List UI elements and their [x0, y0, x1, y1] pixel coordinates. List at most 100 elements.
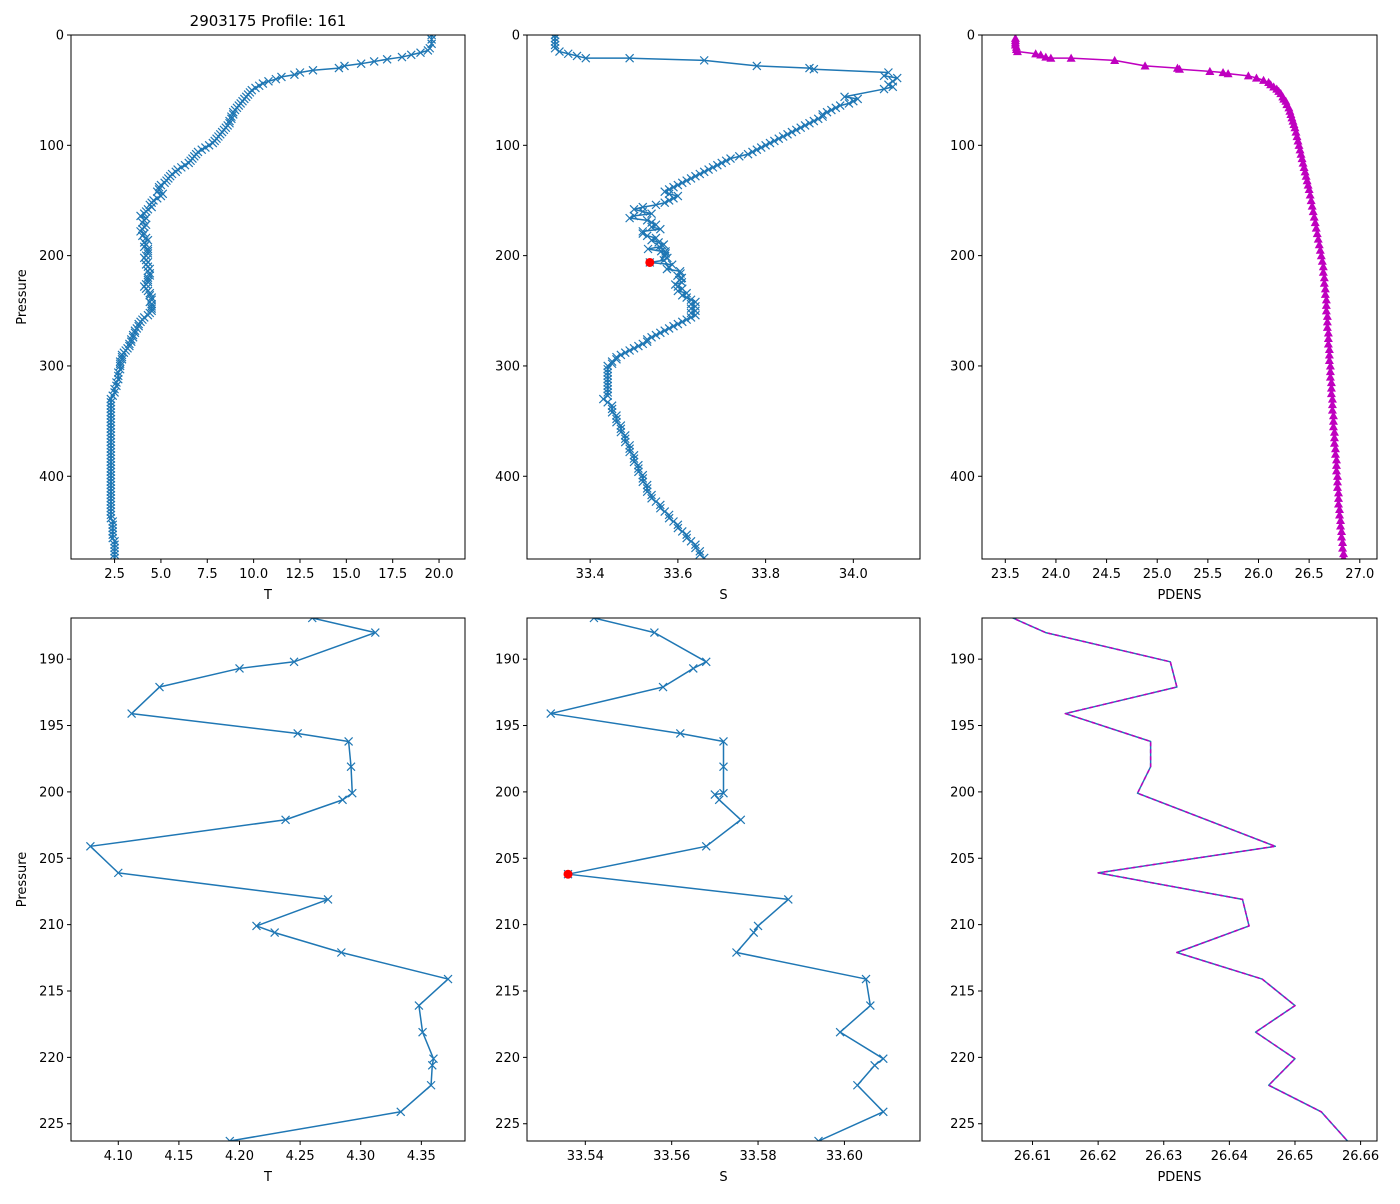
data-point	[1303, 180, 1313, 189]
chart-top-T: 2.5 5.0 7.5 10.0 12.5 15.0 17.5 20.0 0 100 200 300 4…	[15, 12, 466, 603]
data-point	[638, 339, 648, 349]
data-point	[443, 974, 453, 984]
x-tick-label: 33.8	[751, 567, 780, 582]
data-point	[835, 1027, 845, 1037]
data-point	[691, 540, 700, 550]
chart-top-S: 33.4 33.6 33.8 34.0 0 100 200 300 400 S	[495, 29, 921, 603]
data-point	[108, 526, 118, 536]
data-point	[774, 134, 784, 144]
data-point	[736, 815, 746, 825]
data-point	[113, 368, 123, 377]
y-tick-label: 195	[495, 719, 520, 734]
y-tick-label: 220	[39, 1051, 64, 1066]
data-point	[612, 417, 621, 427]
y-tick-label: 225	[39, 1117, 64, 1132]
y-tick-label: 100	[950, 139, 975, 154]
data-point	[106, 467, 116, 477]
plot-area-top-S	[550, 35, 902, 559]
data-point	[603, 368, 613, 377]
plot-area-bottom-T	[85, 618, 453, 1141]
y-tick-label: 205	[495, 852, 520, 867]
data-point	[603, 361, 613, 371]
data-point	[664, 510, 674, 520]
data-point	[1140, 61, 1150, 70]
data-point	[660, 198, 670, 208]
x-tick-label: 25.5	[1193, 567, 1222, 582]
data-point	[603, 374, 613, 384]
chart-bottom-PDENS: 26.61 26.62 26.63 26.64 26.65 26.66 190 195 200 2…	[950, 617, 1379, 1185]
data-point	[356, 59, 366, 69]
data-point	[1175, 64, 1184, 73]
data-point	[659, 255, 669, 265]
data-point	[117, 352, 127, 362]
data-point	[660, 326, 670, 336]
data-point	[699, 167, 709, 177]
data-point	[143, 244, 153, 254]
data-point	[106, 490, 116, 500]
data-point	[661, 249, 671, 258]
data-point	[748, 147, 757, 157]
data-point	[546, 709, 556, 718]
x-tick-label: 33.4	[576, 567, 605, 582]
axes-frame	[526, 34, 921, 560]
data-point	[108, 530, 118, 540]
data-point	[1336, 515, 1346, 524]
data-point	[787, 127, 797, 137]
data-point	[1310, 218, 1320, 227]
data-point	[1327, 400, 1337, 409]
data-point	[550, 35, 560, 43]
data-point	[607, 401, 617, 411]
data-point	[625, 444, 635, 454]
data-point	[1259, 75, 1269, 84]
data-point	[414, 1001, 424, 1011]
x-tick-label: 2.5	[104, 567, 125, 582]
data-point	[115, 357, 125, 366]
data-point	[1340, 553, 1347, 559]
data-point	[675, 729, 685, 738]
data-point	[638, 477, 648, 487]
data-point	[289, 70, 299, 80]
data-point	[682, 315, 692, 325]
data-point	[629, 204, 639, 214]
data-point	[669, 193, 678, 203]
data-point	[1301, 171, 1311, 180]
data-point	[396, 1107, 406, 1117]
data-point	[1296, 149, 1306, 158]
data-point	[682, 293, 692, 302]
data-point	[1306, 195, 1316, 205]
plot-area-bottom-PDENS	[1011, 618, 1349, 1141]
chart-top-PDENS: 23.5 24.0 24.5 25.0 25.5 26.0 26.5 27.0 0 100 200 3…	[950, 29, 1378, 603]
data-point	[625, 440, 635, 450]
data-point	[629, 454, 639, 464]
data-point	[1324, 344, 1334, 353]
data-point	[271, 74, 281, 84]
data-point	[572, 51, 582, 61]
data-point	[625, 213, 635, 223]
plot-area-bottom-S	[546, 618, 888, 1141]
x-tick-label: 26.5	[1295, 567, 1324, 582]
data-point	[686, 536, 696, 546]
data-point	[155, 682, 164, 692]
data-point	[1291, 127, 1301, 136]
y-tick-label: 225	[950, 1117, 975, 1132]
data-point	[1297, 154, 1307, 163]
data-point	[106, 424, 116, 434]
data-point	[130, 326, 140, 336]
data-point	[691, 301, 700, 311]
data-point	[110, 553, 119, 559]
data-point	[1298, 158, 1308, 167]
data-point	[1110, 55, 1120, 64]
data-point	[603, 391, 613, 401]
data-point	[369, 57, 379, 66]
data-point	[110, 543, 119, 553]
data-point	[225, 116, 234, 126]
data-point	[598, 394, 608, 404]
y-tick-label: 0	[512, 29, 520, 44]
data-point	[1324, 350, 1334, 359]
data-point	[106, 500, 116, 510]
data-point	[1309, 212, 1319, 221]
data-point	[686, 308, 696, 318]
data-point	[1326, 383, 1336, 392]
